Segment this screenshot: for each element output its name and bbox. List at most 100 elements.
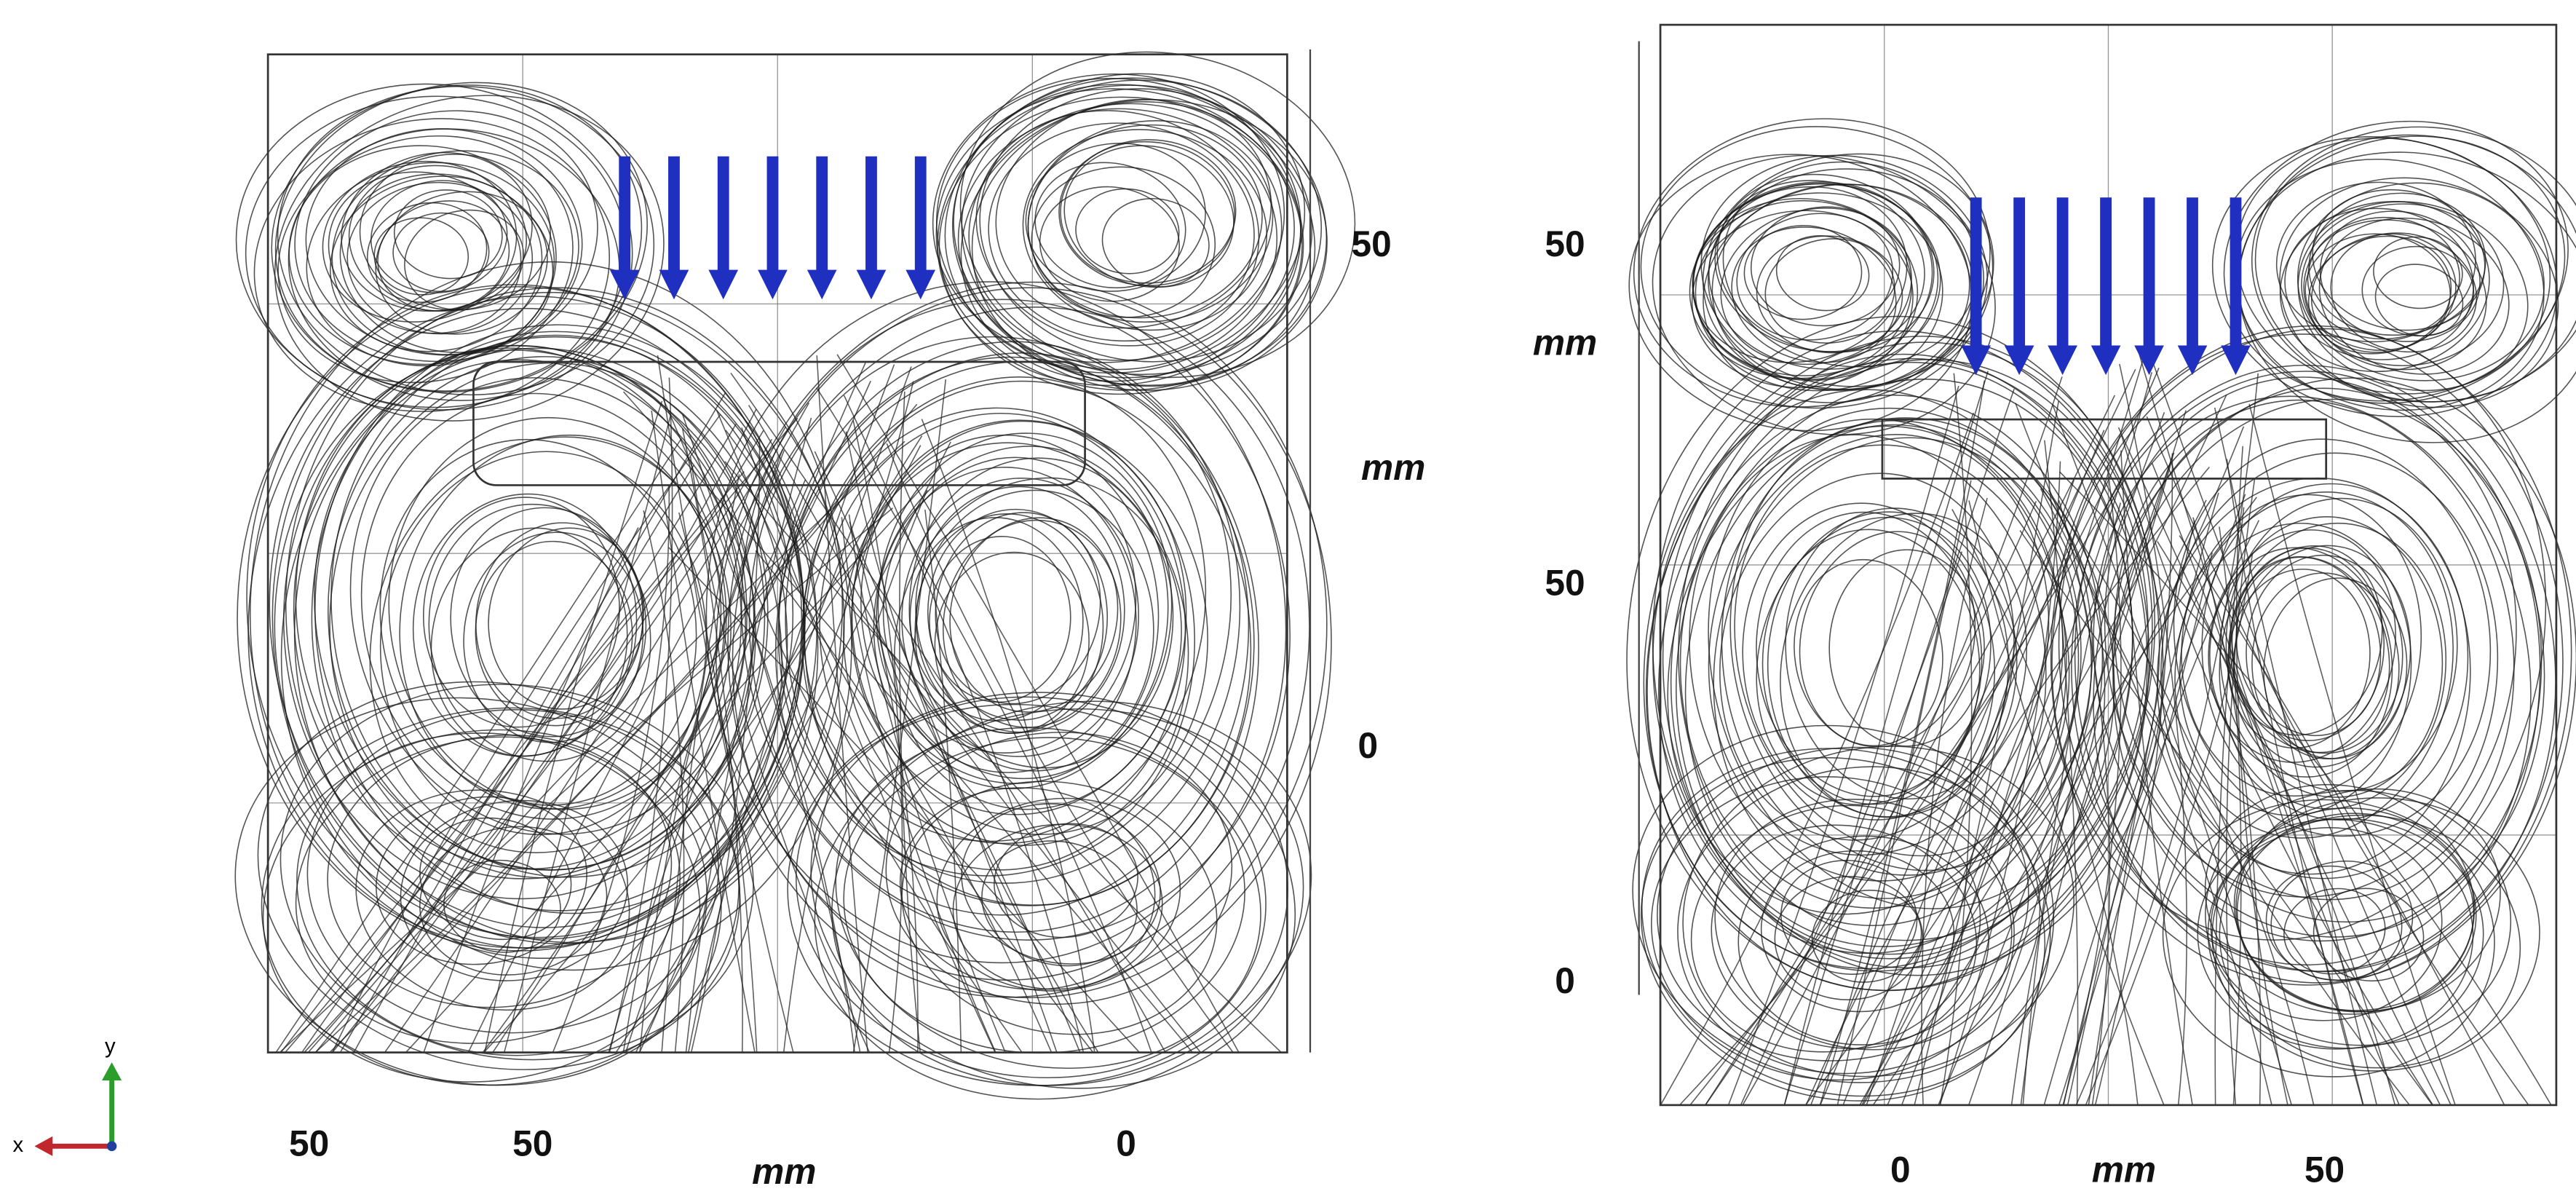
streamline — [400, 799, 628, 981]
streamline — [2209, 547, 2393, 778]
streamline — [2233, 807, 2477, 1013]
streamline — [247, 296, 804, 949]
streamline — [944, 73, 1306, 374]
streamline — [2051, 328, 2547, 941]
streamline — [272, 291, 852, 971]
streamline — [1794, 558, 1943, 747]
arrow-head — [708, 269, 739, 300]
arrow-head — [659, 269, 689, 300]
streamline — [330, 334, 794, 878]
streamline — [1861, 352, 2146, 1106]
y-tick-label: 50 — [1351, 224, 1391, 264]
streamline — [428, 503, 651, 762]
streamline — [1684, 417, 2093, 926]
inlet-arrow — [708, 156, 739, 300]
x-tick-label: 50 — [512, 1123, 552, 1163]
streamline — [814, 708, 1304, 1100]
streamline — [443, 859, 561, 953]
streamline — [388, 416, 725, 810]
streamline — [929, 535, 1071, 703]
streamline — [2201, 483, 2469, 821]
streamline — [885, 732, 1233, 1005]
streamline — [237, 286, 803, 952]
left-panel: 50 0 mm 50 50 0 mm — [234, 49, 1425, 1192]
streamline — [274, 349, 783, 940]
streamline — [796, 703, 1267, 1079]
streamline — [2071, 371, 2541, 966]
origin — [106, 1141, 117, 1152]
streamline — [720, 497, 1023, 1053]
streamline — [2248, 403, 2456, 1106]
domain-frame — [266, 53, 1288, 1053]
streamline — [376, 796, 587, 965]
streamline — [280, 471, 745, 1053]
streamline — [274, 82, 648, 393]
streamline — [349, 377, 746, 835]
inlet-arrow — [2048, 197, 2077, 376]
streamline — [2238, 151, 2576, 443]
streamline — [306, 162, 555, 367]
streamline — [934, 551, 1090, 734]
arrow-head — [2134, 345, 2164, 376]
streamline — [968, 103, 1283, 361]
inlet-arrow — [659, 156, 689, 300]
arrow-head — [856, 269, 887, 300]
streamline — [2246, 554, 2403, 754]
streamline — [279, 507, 893, 1053]
inlet-arrow — [1961, 197, 1991, 376]
streamline — [1677, 766, 2041, 1075]
streamline — [295, 347, 742, 870]
y-arrow-head — [102, 1062, 122, 1080]
inlet-arrow — [807, 156, 837, 300]
y-axis-label: mm — [1361, 447, 1425, 488]
streamline — [2225, 497, 2458, 792]
streamline — [1819, 430, 2105, 1106]
streamline — [894, 477, 1182, 810]
streamline — [1805, 467, 2210, 1106]
streamline — [2117, 427, 2441, 1106]
inlet-arrow — [856, 156, 887, 300]
streamline — [843, 737, 1245, 1054]
streamline — [1727, 385, 1959, 1106]
streamline — [2160, 452, 2499, 879]
streamline — [2301, 203, 2505, 367]
streamline — [430, 527, 628, 757]
streamline — [379, 438, 697, 806]
streamline — [348, 165, 527, 312]
streamline — [1764, 238, 1895, 344]
streamline — [1700, 154, 1988, 387]
streamline — [901, 477, 1139, 757]
streamline — [979, 88, 1313, 363]
streamline — [2275, 181, 2476, 343]
streamline — [2094, 453, 2173, 1106]
streamline — [1737, 835, 1989, 1045]
inlet-arrow — [2221, 197, 2251, 376]
y-tick-label: 0 — [1358, 725, 1378, 766]
streamline — [1640, 756, 2046, 1102]
streamline — [1799, 531, 1976, 748]
x-axis-label: mm — [752, 1151, 816, 1192]
inner-body — [1881, 418, 2328, 480]
streamline — [450, 507, 647, 738]
streamline — [370, 180, 508, 293]
streamline — [1811, 890, 1922, 983]
streamline — [355, 789, 630, 1011]
streamline — [1761, 529, 1981, 805]
streamline — [1641, 748, 2051, 1097]
streamline — [873, 446, 1169, 789]
streamline — [475, 540, 633, 727]
streamline — [1652, 389, 2106, 960]
triad-label: y — [105, 1035, 116, 1059]
streamline — [2093, 377, 2576, 984]
streamline — [848, 514, 1006, 1053]
streamline — [689, 456, 871, 1053]
streamline — [314, 359, 756, 871]
streamline — [330, 175, 543, 352]
streamline — [851, 419, 1208, 835]
streamline — [2179, 522, 2412, 816]
streamline — [1968, 500, 2165, 1106]
streamline — [886, 443, 1234, 1053]
inlet-arrow — [2090, 197, 2121, 376]
streamline — [307, 430, 764, 1053]
streamline — [2229, 556, 2390, 754]
